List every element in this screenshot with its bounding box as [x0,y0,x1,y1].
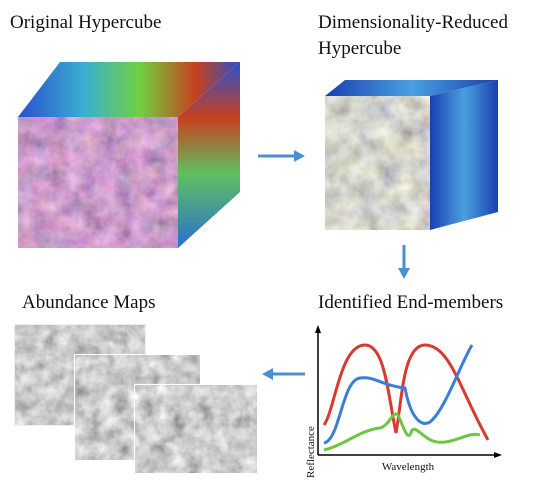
arrow [262,368,305,380]
diagram: Original Hypercube Dimensionality-Reduce… [0,0,558,481]
original-cube [18,62,240,248]
node-label: Identified End-members [318,292,503,313]
reduced-cube [325,80,498,230]
node-label: Dimensionality-Reduced [318,12,508,33]
y-axis-label: Reflectance [305,426,317,478]
arrow [258,150,305,162]
node-label: Abundance Maps [22,292,156,313]
x-axis-label: Wavelength [382,461,435,473]
node-label: Hypercube [318,38,401,59]
abundance-maps [15,325,257,473]
endmember-chart [315,325,502,458]
arrow [398,245,410,279]
node-label: Original Hypercube [10,12,161,33]
